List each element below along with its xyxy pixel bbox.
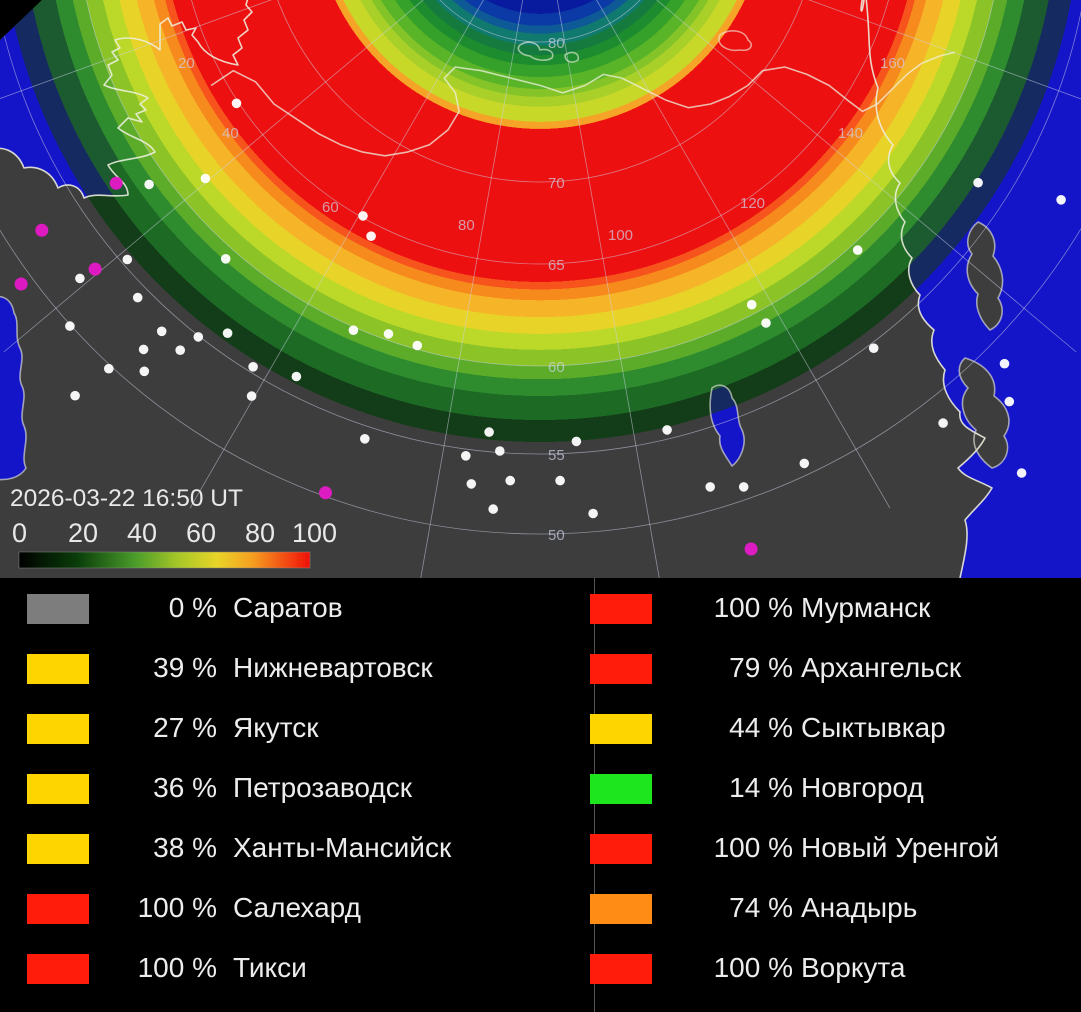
svg-text:100: 100	[608, 227, 633, 244]
svg-text:70: 70	[548, 175, 565, 192]
svg-text:20: 20	[178, 55, 195, 72]
svg-text:140: 140	[838, 125, 863, 142]
svg-text:55: 55	[548, 447, 565, 464]
svg-text:65: 65	[548, 257, 565, 274]
svg-text:0: 0	[12, 518, 27, 548]
svg-text:100: 100	[292, 518, 337, 548]
svg-text:80: 80	[548, 35, 565, 52]
svg-text:60: 60	[322, 199, 339, 216]
svg-text:40: 40	[222, 125, 239, 142]
svg-text:60: 60	[186, 518, 216, 548]
svg-text:80: 80	[245, 518, 275, 548]
svg-text:160: 160	[880, 55, 905, 72]
svg-text:20: 20	[68, 518, 98, 548]
svg-text:80: 80	[458, 217, 475, 234]
svg-text:120: 120	[740, 195, 765, 212]
svg-text:50: 50	[548, 527, 565, 544]
svg-text:60: 60	[548, 359, 565, 376]
svg-text:40: 40	[127, 518, 157, 548]
svg-text:2026-03-22 16:50 UT: 2026-03-22 16:50 UT	[10, 485, 243, 512]
